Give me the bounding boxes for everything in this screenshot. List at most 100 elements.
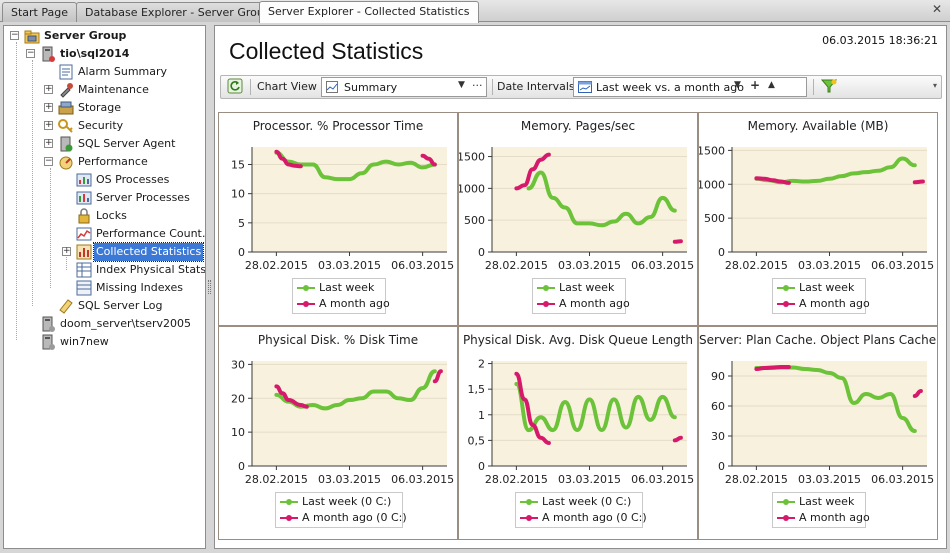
- y-tick-label: 30: [711, 430, 725, 443]
- legend-label: A month ago: [319, 297, 390, 310]
- timestamp: 06.03.2015 18:36:21: [822, 34, 938, 47]
- legend-item: Last week: [537, 280, 621, 296]
- series-line-last-week: [526, 170, 677, 228]
- chart-panel: Memory. Available (MB) 0 500 1000 1500 28.02.…: [698, 112, 938, 326]
- legend-item: A month ago (0 C:): [280, 510, 407, 526]
- y-tick-label: 10: [231, 426, 245, 439]
- index-icon: [76, 262, 92, 278]
- legend-label: Last week: [799, 281, 855, 294]
- plot-area: [492, 361, 687, 466]
- storage-icon: [58, 101, 74, 115]
- collapse-icon[interactable]: −: [44, 156, 53, 166]
- splitter-grip-icon[interactable]: [208, 280, 211, 294]
- date-intervals-label: Date Intervals: [497, 80, 575, 93]
- expand-icon[interactable]: +: [44, 102, 53, 112]
- y-tick-label: 10: [231, 188, 245, 201]
- index-icon: [76, 280, 92, 296]
- server-tree[interactable]: − Server Group − tio\sql2014 Alarm Summa…: [3, 25, 206, 549]
- more-icon[interactable]: ···: [472, 79, 483, 92]
- tree-item-label: SQL Server Log: [78, 299, 163, 312]
- refresh-icon: [227, 78, 243, 94]
- legend-swatch: [777, 300, 795, 308]
- tree-item-label: Collected Statistics: [92, 242, 205, 262]
- document-tab-strip: Start Page Database Explorer - Server Gr…: [0, 0, 950, 23]
- tree-item-server-tio[interactable]: − tio\sql2014: [24, 45, 204, 63]
- x-tick-label: 03.03.2015: [798, 259, 861, 272]
- add-interval-icon[interactable]: +: [750, 78, 761, 92]
- chart-legend: Last week A month ago: [532, 278, 630, 314]
- y-tick-label: 1500: [459, 151, 485, 164]
- x-tick-label: 06.03.2015: [631, 259, 694, 272]
- legend-swatch: [777, 498, 795, 506]
- toolbar-options-icon[interactable]: ▾: [932, 81, 937, 90]
- legend-item: Last week (0 C:): [520, 494, 638, 510]
- expand-icon[interactable]: +: [44, 138, 53, 148]
- expand-icon[interactable]: +: [44, 84, 53, 94]
- filter-icon: [820, 79, 838, 93]
- legend-swatch: [297, 284, 315, 292]
- y-tick-label: 0: [478, 246, 485, 259]
- legend-label: Last week (0 C:): [302, 495, 392, 508]
- tree-item-label: Performance Count…: [96, 227, 206, 240]
- y-tick-label: 0,5: [468, 434, 486, 447]
- legend-item: A month ago: [297, 296, 390, 312]
- legend-label: Last week: [319, 281, 375, 294]
- chart-title: Physical Disk. % Disk Time: [257, 333, 419, 347]
- wrench-icon: [60, 83, 73, 98]
- close-icon[interactable]: ✕: [931, 2, 943, 16]
- y-tick-label: 0: [238, 460, 245, 473]
- expand-icon[interactable]: +: [44, 120, 53, 130]
- chevron-up-icon[interactable]: ▲: [768, 80, 775, 90]
- series-line-last-week: [514, 382, 677, 433]
- collapse-icon[interactable]: −: [10, 30, 19, 40]
- process-icon: [76, 173, 92, 187]
- legend-item: Last week: [777, 494, 861, 510]
- tree-item-label: Alarm Summary: [78, 65, 168, 78]
- expand-icon[interactable]: +: [62, 246, 71, 256]
- chart-panel: Processor. % Processor Time 0 5 10 15 28.02.2…: [218, 112, 458, 326]
- tab-server-explorer[interactable]: Server Explorer - Collected Statistics: [259, 1, 479, 23]
- date-intervals-select[interactable]: Last week vs. a month ago ▼ + ▲: [573, 77, 807, 97]
- legend-swatch: [537, 284, 555, 292]
- legend-item: A month ago (0 C:): [520, 510, 647, 526]
- chart-plot: 0 10 20 30 28.02.2015 03.03.2015 06.03.2015: [231, 358, 454, 486]
- series-line-month-ago: [514, 371, 551, 445]
- collapse-icon[interactable]: −: [26, 48, 35, 58]
- tree-item-label: Server Group: [44, 29, 127, 42]
- plot-area: [252, 147, 447, 252]
- legend-label: Last week: [559, 281, 615, 294]
- chart-view-select[interactable]: Summary ▼ ···: [321, 77, 487, 97]
- y-tick-label: 5: [238, 217, 245, 230]
- series-line-month-ago: [514, 152, 551, 191]
- series-line-month-ago: [420, 153, 437, 167]
- chevron-down-icon[interactable]: ▼: [458, 80, 465, 90]
- charts-grid: Processor. % Processor Time 0 5 10 15 28.02.2…: [218, 112, 942, 542]
- tree-item-label: Index Physical Stats: [96, 263, 206, 276]
- chart-view-label: Chart View: [257, 80, 317, 93]
- tree-item-label: OS Processes: [96, 173, 170, 186]
- refresh-button[interactable]: [225, 78, 245, 96]
- chart-panel: Server: Plan Cache. Object Plans Cache H…: [698, 326, 938, 540]
- x-tick-label: 06.03.2015: [871, 473, 934, 486]
- filter-button[interactable]: [819, 78, 839, 96]
- tree-item-label: Storage: [78, 101, 122, 114]
- legend-item: Last week: [297, 280, 381, 296]
- performance-icon: [59, 156, 73, 170]
- tree-item-server-group[interactable]: − Server Group: [8, 27, 204, 45]
- legend-item: Last week: [777, 280, 861, 296]
- tab-start-page[interactable]: Start Page: [2, 2, 77, 22]
- x-tick-label: 06.03.2015: [871, 259, 934, 272]
- chevron-down-icon[interactable]: ▼: [734, 80, 741, 90]
- toolbar: Chart View Summary ▼ ··· Date Intervals …: [220, 75, 942, 99]
- process-icon: [76, 191, 92, 205]
- calendar-icon: [578, 81, 592, 93]
- server-icon: [42, 316, 55, 332]
- tab-database-explorer[interactable]: Database Explorer - Server Group: [76, 2, 280, 22]
- y-tick-label: 90: [711, 370, 725, 383]
- report-icon: [59, 64, 73, 80]
- legend-swatch: [777, 284, 795, 292]
- chart-plot: 0 500 1000 1500 28.02.2015 03.03.2015 06.03.20…: [699, 144, 934, 272]
- tree-item-label: win7new: [60, 335, 109, 348]
- y-tick-label: 1: [478, 409, 485, 422]
- y-tick-label: 60: [711, 400, 725, 413]
